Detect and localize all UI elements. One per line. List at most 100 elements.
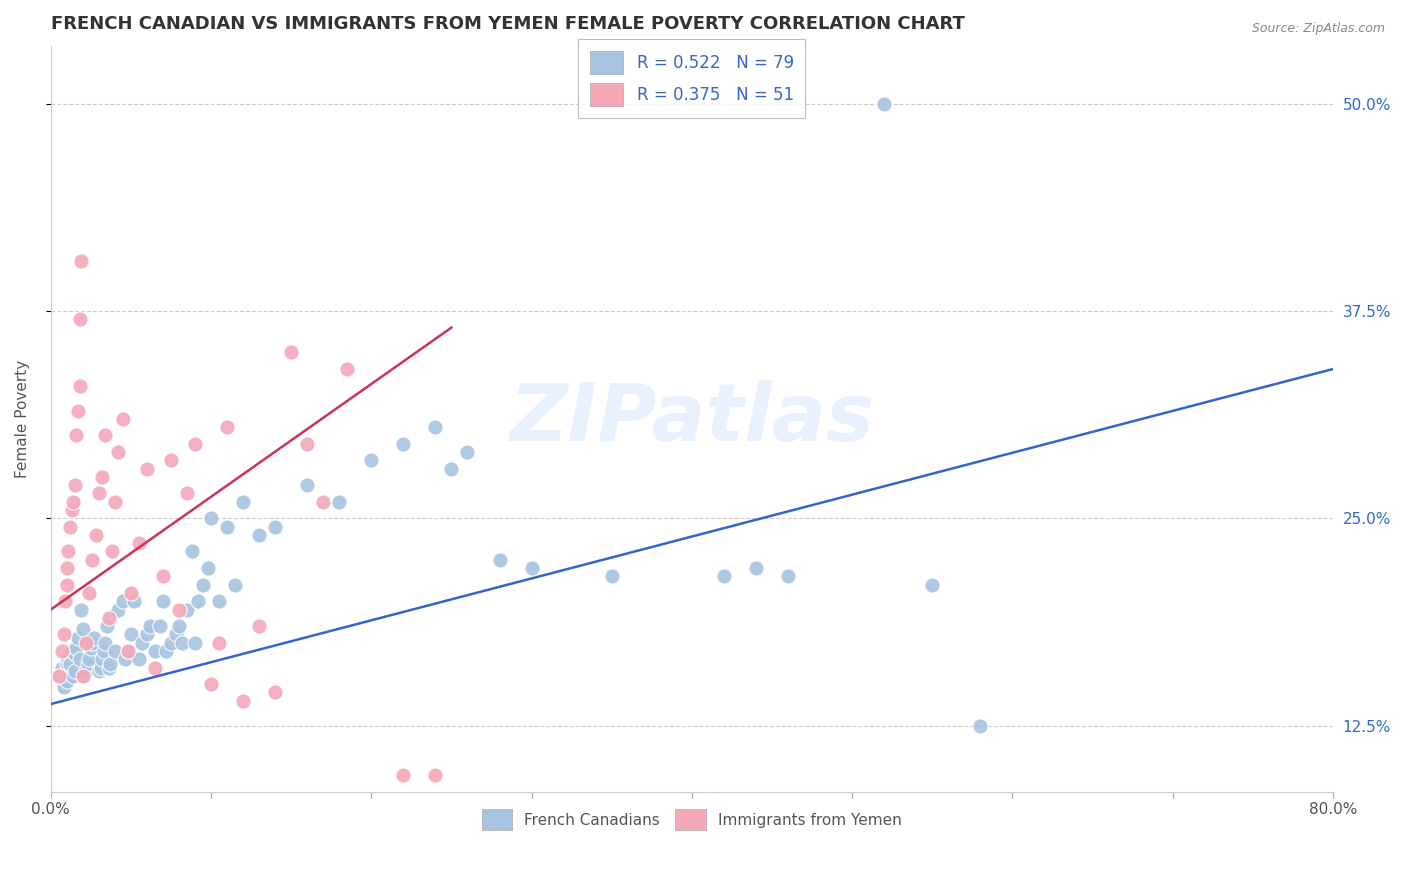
Point [120,627,142,641]
Point [873,96,896,111]
Point [200,511,222,525]
Point [745,561,768,575]
Point [425,768,447,782]
Point [425,420,447,434]
Point [197,561,219,575]
Point [53,594,76,608]
Point [56,656,79,670]
Point [84,528,107,542]
Point [70,602,93,616]
Point [60,503,83,517]
Point [600,569,623,583]
Point [69,652,91,666]
Point [297,436,319,450]
Point [79,652,101,666]
Point [51,644,73,658]
Point [224,577,246,591]
Point [100,544,122,558]
Point [58,544,80,558]
Point [176,486,198,500]
Point [89,660,111,674]
Point [75,664,97,678]
Y-axis label: Female Poverty: Female Poverty [15,359,30,478]
Point [297,478,319,492]
Point [52,627,75,641]
Point [208,594,231,608]
Point [969,718,991,732]
Point [75,636,97,650]
Point [48,669,70,683]
Point [336,362,359,376]
Point [131,636,153,650]
Point [83,631,105,645]
Point [208,636,231,650]
Point [69,378,91,392]
Point [73,669,96,683]
Point [82,553,104,567]
Point [97,660,120,674]
Point [187,594,209,608]
Point [60,644,83,658]
Point [91,652,114,666]
Point [167,602,190,616]
Point [94,636,117,650]
Point [62,669,84,683]
Point [128,536,150,550]
Point [167,619,190,633]
Point [91,470,114,484]
Text: Source: ZipAtlas.com: Source: ZipAtlas.com [1251,22,1385,36]
Point [152,594,174,608]
Point [139,619,162,633]
Point [264,685,287,699]
Point [155,644,177,658]
Point [111,412,134,426]
Point [70,254,93,268]
Point [232,694,254,708]
Point [96,619,118,633]
Point [58,652,80,666]
Point [79,586,101,600]
Point [149,619,172,633]
Point [62,494,84,508]
Point [180,544,202,558]
Point [776,569,799,583]
Point [172,636,194,650]
Point [107,602,129,616]
Point [52,681,75,695]
Point [65,640,87,655]
Point [56,664,79,678]
Point [76,657,98,672]
Point [191,577,214,591]
Point [67,631,90,645]
Point [184,636,207,650]
Point [63,648,86,662]
Point [312,494,335,508]
Point [67,403,90,417]
Point [117,644,139,658]
Point [143,660,166,674]
Point [59,657,82,672]
Point [360,453,382,467]
Point [104,644,127,658]
Point [264,519,287,533]
Point [97,611,120,625]
Point [160,636,183,650]
Point [87,664,110,678]
Point [713,569,735,583]
Point [143,644,166,658]
Point [82,636,104,650]
Point [217,420,239,434]
Point [48,669,70,683]
Point [104,494,127,508]
Point [87,486,110,500]
Point [136,627,159,641]
Point [93,644,115,658]
Point [114,652,136,666]
Point [51,660,73,674]
Point [520,561,543,575]
Point [111,594,134,608]
Point [184,436,207,450]
Point [247,528,270,542]
Point [53,672,76,686]
Point [72,623,94,637]
